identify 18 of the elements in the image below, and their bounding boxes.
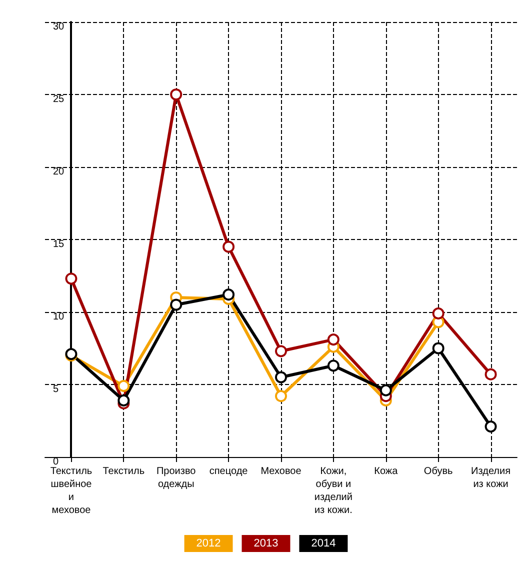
text: 2012: [196, 538, 221, 550]
x-tick-label: Кожа: [374, 466, 398, 477]
x-tick-label: Текстиль: [102, 466, 145, 477]
x-tick-label: Изделия из кожи: [471, 466, 511, 490]
y-tick-label: 25: [53, 94, 65, 105]
x-tick-label: Кожи, обуви и изделий из кожи.: [314, 466, 352, 516]
y-tick-label: 5: [53, 384, 59, 395]
text: 2014: [311, 538, 336, 550]
x-tick-label: Текстиль швейное и меховое: [50, 466, 92, 516]
y-tick-label: 10: [53, 312, 65, 322]
x-tick-label: спецоде: [209, 466, 248, 477]
y-tick-label: 20: [53, 166, 65, 178]
text: 2013: [254, 538, 278, 550]
x-tick-label: Меховое: [260, 466, 302, 477]
x-tick-label: Произво одежды: [156, 466, 196, 490]
y-tick-label: 30: [53, 22, 65, 32]
y-tick-label: 15: [53, 239, 65, 250]
x-tick-label: Обувь: [424, 466, 453, 477]
